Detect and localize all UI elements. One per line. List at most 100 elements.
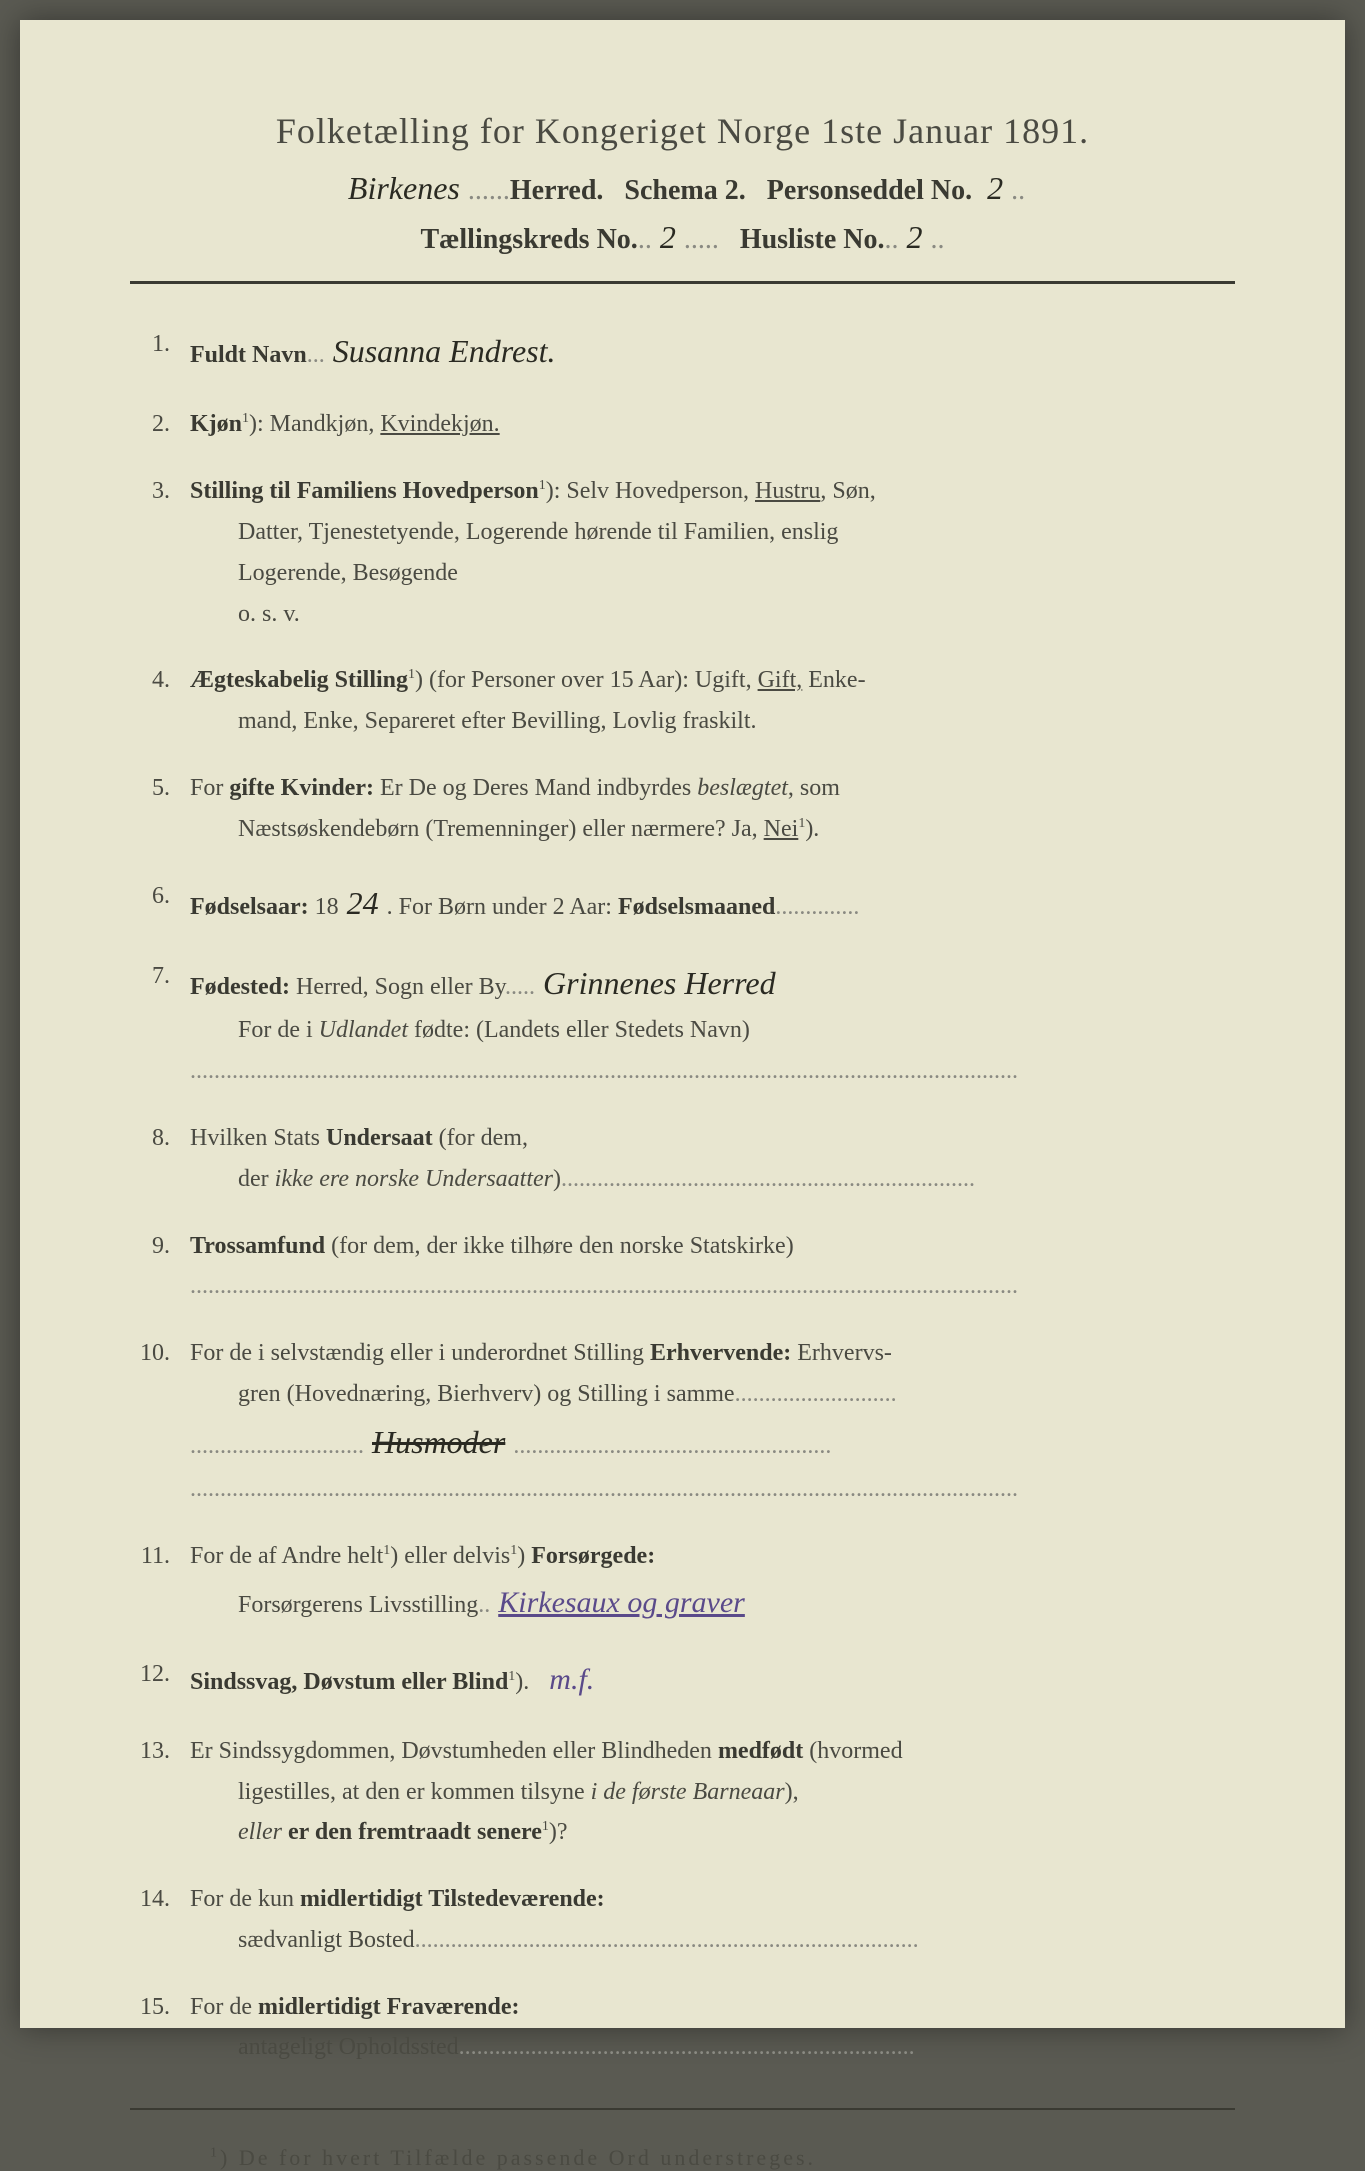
item-5: 5. For gifte Kvinder: Er De og Deres Man… — [130, 768, 1235, 850]
schema-label: Schema 2. — [624, 175, 745, 206]
item-12-num: 12. — [130, 1654, 190, 1705]
item-13-line2b: ), — [785, 1779, 799, 1805]
item-13-bold1: medfødt — [718, 1738, 803, 1764]
item-7-num: 7. — [130, 956, 190, 1092]
husliste-no: 2 — [899, 219, 931, 255]
item-3-text2: , Søn, — [820, 478, 875, 504]
item-13-content: Er Sindssygdommen, Døvstumheden eller Bl… — [190, 1731, 1235, 1853]
item-10-line2: gren (Hovednæring, Bierhverv) og Stillin… — [238, 1381, 735, 1407]
item-11-text2: ) eller delvis — [390, 1543, 510, 1569]
item-8-content: Hvilken Stats Undersaat (for dem, der ik… — [190, 1118, 1235, 1200]
taellingskreds-no: 2 — [652, 219, 684, 255]
item-11-num: 11. — [130, 1536, 190, 1628]
item-7-handwriting: Grinnenes Herred — [535, 965, 784, 1001]
item-5-text2: Er De og Deres Mand indbyrdes — [374, 775, 697, 801]
item-12: 12. Sindssvag, Døvstum eller Blind1). m.… — [130, 1654, 1235, 1705]
item-12-text: ). — [515, 1669, 529, 1695]
item-8-num: 8. — [130, 1118, 190, 1200]
item-13-num: 13. — [130, 1731, 190, 1853]
item-2: 2. Kjøn1): Mandkjøn, Kvindekjøn. — [130, 404, 1235, 445]
item-7-line2a: For de i — [238, 1017, 319, 1043]
item-12-label: Sindssvag, Døvstum eller Blind — [190, 1669, 508, 1695]
item-10-num: 10. — [130, 1333, 190, 1510]
item-6-content: Fødselsaar: 1824. For Børn under 2 Aar: … — [190, 876, 1235, 930]
item-8-line2a: der — [238, 1166, 275, 1192]
item-1-content: Fuldt Navn...Susanna Endrest. — [190, 324, 1235, 378]
item-8-bold: Undersaat — [326, 1125, 433, 1151]
item-10-handwriting: Husmoder — [364, 1424, 513, 1460]
item-3-underlined: Hustru — [755, 478, 820, 504]
item-13-line3b: )? — [549, 1819, 568, 1845]
item-8-text1: Hvilken Stats — [190, 1125, 326, 1151]
item-4-text1: ) (for Personer over 15 Aar): Ugift, — [415, 667, 758, 693]
item-4-num: 4. — [130, 660, 190, 742]
item-3-content: Stilling til Familiens Hovedperson1): Se… — [190, 471, 1235, 634]
item-9-text: (for dem, der ikke tilhøre den norske St… — [325, 1233, 794, 1259]
item-6: 6. Fødselsaar: 1824. For Børn under 2 Aa… — [130, 876, 1235, 930]
item-1-label: Fuldt Navn — [190, 342, 307, 368]
personseddel-no: 2 — [979, 170, 1011, 206]
item-2-underlined: Kvindekjøn. — [380, 411, 499, 437]
item-12-handwriting: m.f. — [541, 1663, 602, 1696]
item-13-text1: Er Sindssygdommen, Døvstumheden eller Bl… — [190, 1738, 718, 1764]
main-title: Folketælling for Kongeriget Norge 1ste J… — [130, 110, 1235, 152]
item-8-text2: (for dem, — [433, 1125, 528, 1151]
item-3-sup: 1 — [539, 478, 546, 493]
item-9-label: Trossamfund — [190, 1233, 325, 1259]
item-8: 8. Hvilken Stats Undersaat (for dem, der… — [130, 1118, 1235, 1200]
herred-value: Birkenes — [340, 170, 468, 206]
item-5-line2b: ). — [805, 816, 819, 842]
item-1-handwriting: Susanna Endrest. — [325, 333, 564, 369]
item-5-line2a: Næstsøskendebørn (Tremenninger) eller næ… — [238, 816, 764, 842]
item-10-bold1: Erhvervende: — [650, 1340, 791, 1366]
item-6-text2: . For Børn under 2 Aar: — [387, 894, 618, 920]
item-11-text1: For de af Andre helt — [190, 1543, 383, 1569]
census-form-page: Folketælling for Kongeriget Norge 1ste J… — [20, 20, 1345, 2028]
item-13-sup: 1 — [542, 1819, 549, 1834]
item-11-line2: Forsørgerens Livsstilling — [238, 1592, 478, 1618]
item-14-text1: For de kun — [190, 1886, 300, 1912]
item-1: 1. Fuldt Navn...Susanna Endrest. — [130, 324, 1235, 378]
footnote-text: ) De for hvert Tilfælde passende Ord und… — [220, 2145, 816, 2170]
item-8-italic: ikke ere norske Undersaatter — [275, 1166, 553, 1192]
item-5-bold1: gifte Kvinder: — [229, 775, 374, 801]
item-15-text1: For de — [190, 1994, 258, 2020]
item-5-content: For gifte Kvinder: Er De og Deres Mand i… — [190, 768, 1235, 850]
item-10-text2: Erhvervs- — [791, 1340, 892, 1366]
item-10-content: For de i selvstændig eller i underordnet… — [190, 1333, 1235, 1510]
item-14-bold: midlertidigt Tilstedeværende: — [300, 1886, 605, 1912]
item-15-line2: antageligt Opholdssted — [238, 2034, 459, 2060]
item-7: 7. Fødested: Herred, Sogn eller By.....G… — [130, 956, 1235, 1092]
item-2-label: Kjøn — [190, 411, 242, 437]
item-13-bold3: er den fremtraadt senere — [282, 1819, 542, 1845]
item-1-num: 1. — [130, 324, 190, 378]
item-9-content: Trossamfund (for dem, der ikke tilhøre d… — [190, 1226, 1235, 1308]
item-15-content: For de midlertidigt Fraværende: antageli… — [190, 1987, 1235, 2069]
header-divider — [130, 281, 1235, 284]
item-9: 9. Trossamfund (for dem, der ikke tilhør… — [130, 1226, 1235, 1308]
item-12-content: Sindssvag, Døvstum eller Blind1). m.f. — [190, 1654, 1235, 1705]
item-9-num: 9. — [130, 1226, 190, 1308]
item-14: 14. For de kun midlertidigt Tilstedevære… — [130, 1879, 1235, 1961]
item-4: 4. Ægteskabelig Stilling1) (for Personer… — [130, 660, 1235, 742]
item-13: 13. Er Sindssygdommen, Døvstumheden elle… — [130, 1731, 1235, 1853]
item-10: 10. For de i selvstændig eller i underor… — [130, 1333, 1235, 1510]
item-15-num: 15. — [130, 1987, 190, 2069]
item-8-line2b: ) — [553, 1166, 561, 1192]
item-3-line4: o. s. v. — [238, 601, 300, 627]
item-10-text1: For de i selvstændig eller i underordnet… — [190, 1340, 650, 1366]
item-2-sup: 1 — [242, 411, 249, 426]
item-6-label: Fødselsaar: — [190, 894, 309, 920]
item-4-sup: 1 — [408, 667, 415, 682]
item-6-num: 6. — [130, 876, 190, 930]
item-6-bold2: Fødselsmaaned — [618, 894, 775, 920]
footnote-sup: 1 — [210, 2146, 220, 2161]
taellingskreds-label: Tællingskreds No. — [420, 224, 637, 255]
item-11-content: For de af Andre helt1) eller delvis1) Fo… — [190, 1536, 1235, 1628]
item-4-text2: Enke- — [802, 667, 865, 693]
item-3-text1: ): Selv Hovedperson, — [546, 478, 755, 504]
item-3-label: Stilling til Familiens Hovedperson — [190, 478, 539, 504]
item-14-num: 14. — [130, 1879, 190, 1961]
item-5-text3: , som — [788, 775, 840, 801]
item-2-content: Kjøn1): Mandkjøn, Kvindekjøn. — [190, 404, 1235, 445]
